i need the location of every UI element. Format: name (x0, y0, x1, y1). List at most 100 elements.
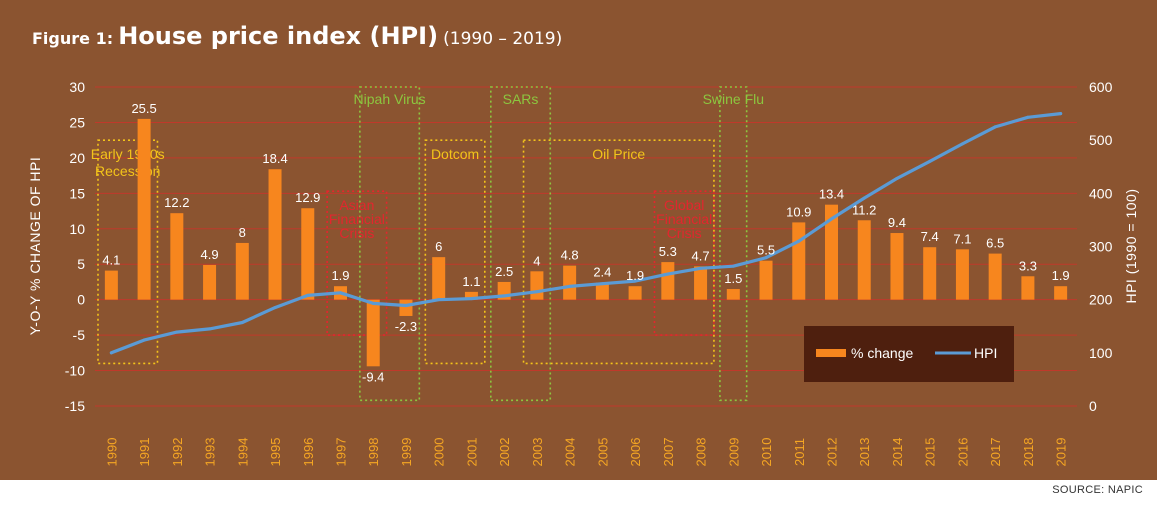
hpi-point-2008 (699, 266, 703, 270)
bar-2006 (628, 286, 642, 300)
data-label-2012: 13.4 (819, 187, 844, 202)
annotation-label: Asian (339, 197, 374, 213)
hpi-point-2009 (731, 264, 735, 268)
hpi-point-1991 (142, 338, 146, 342)
title-prefix: Figure 1: (32, 29, 114, 48)
annotation-box (326, 190, 388, 336)
x-tick-label: 2014 (890, 438, 905, 467)
hpi-point-2010 (764, 256, 768, 260)
data-label-2017: 6.5 (986, 236, 1004, 251)
bar-2003 (530, 271, 544, 300)
y2-axis-title: HPI (1990 = 100) (1123, 188, 1139, 303)
annotation-label: Recession (95, 163, 160, 179)
x-tick-label: 2006 (628, 438, 643, 467)
hpi-point-2014 (895, 176, 899, 180)
data-label-1999: -2.3 (395, 319, 417, 334)
bar-2013 (857, 220, 871, 300)
annotation-box (424, 139, 486, 365)
x-tick-label: 1990 (104, 438, 119, 467)
data-label-2007: 5.3 (659, 244, 677, 259)
annotation-box (489, 86, 552, 402)
hpi-point-1992 (175, 330, 179, 334)
data-label-2001: 1.1 (462, 274, 480, 289)
x-tick-label: 2015 (923, 438, 938, 467)
x-tick-label: 2018 (1021, 438, 1036, 467)
legend: % change HPI (804, 326, 1014, 382)
bar-1996 (301, 208, 315, 300)
data-label-2019: 1.9 (1052, 268, 1070, 283)
hpi-point-2004 (568, 284, 572, 288)
annotation-label: Financial (329, 211, 385, 227)
x-tick-label: 1997 (334, 438, 349, 467)
x-tick-label: 2007 (661, 438, 676, 467)
x-tick-label: 2004 (563, 438, 578, 467)
legend-label-line: HPI (974, 345, 997, 361)
data-label-1995: 18.4 (262, 151, 287, 166)
annotation-box (97, 139, 159, 365)
y-tick-label: -15 (65, 398, 85, 414)
x-tick-label: 2010 (759, 438, 774, 467)
y-tick-label: -5 (73, 327, 86, 343)
bar-2019 (1054, 286, 1068, 300)
data-label-2003: 4 (533, 253, 540, 268)
data-labels: 4.1 25.5 12.2 4.9 8 18.4 12.9 1.9 -9.4 -2.3 6 1.1 2.… (102, 101, 1069, 384)
x-tick-label: 1993 (203, 438, 218, 467)
data-label-1991: 25.5 (131, 101, 156, 116)
source-note: SOURCE: NAPIC (1052, 484, 1143, 496)
bar-2008 (694, 266, 708, 300)
y-tick-label: 10 (69, 221, 85, 237)
data-label-1996: 12.9 (295, 190, 320, 205)
x-tick-label: 2005 (595, 438, 610, 467)
annotation-box (359, 86, 421, 402)
y-tick-label: -10 (65, 363, 85, 379)
annotation-label: Early 1990s (91, 146, 165, 162)
bar-1994 (235, 242, 249, 300)
hpi-point-2002 (502, 294, 506, 298)
hpi-point-1997 (339, 291, 342, 295)
x-tick-label: 1995 (268, 438, 283, 467)
y2-tick-label: 0 (1089, 398, 1097, 414)
bar-1998 (366, 299, 380, 367)
x-tick-label: 2016 (955, 438, 970, 467)
hpi-point-2005 (600, 282, 604, 286)
data-label-2002: 2.5 (495, 264, 513, 279)
hpi-point-2012 (830, 217, 833, 221)
annotation-label: Financial (656, 211, 712, 227)
data-label-2006: 1.9 (626, 268, 644, 283)
hpi-point-1990 (109, 351, 113, 355)
data-label-2005: 2.4 (593, 265, 611, 280)
annotation-box (522, 139, 715, 365)
hpi-point-2003 (535, 290, 539, 294)
y-tick-label: 15 (69, 185, 85, 201)
x-tick-label: 2001 (464, 438, 479, 467)
data-label-2010: 5.5 (757, 243, 775, 258)
annotation-label: Global (664, 197, 704, 213)
bar-2014 (890, 233, 904, 300)
hpi-line (109, 112, 1063, 355)
y2-tick-label: 200 (1089, 292, 1113, 308)
y2-tick-label: 100 (1089, 345, 1113, 361)
data-label-2011: 10.9 (786, 204, 811, 219)
y2-tick-label: 300 (1089, 239, 1113, 255)
x-tick-label: 2017 (988, 438, 1003, 467)
line-series (109, 112, 1063, 355)
y-tick-label: 30 (69, 79, 85, 95)
bar-2010 (759, 260, 773, 300)
x-tick-label: 2009 (726, 438, 741, 467)
x-tick-label: 1991 (137, 438, 152, 467)
hpi-point-2007 (666, 272, 670, 276)
annotation-label: Swine Flu (703, 91, 764, 107)
bar-1993 (203, 264, 217, 300)
annotation-box (719, 86, 748, 402)
data-label-1992: 12.2 (164, 195, 189, 210)
data-label-2008: 4.7 (692, 248, 710, 263)
y-tick-label: 20 (69, 150, 85, 166)
hpi-point-2006 (633, 279, 637, 283)
hpi-point-2018 (1026, 115, 1030, 119)
legend-swatch-bar (816, 349, 846, 357)
bar-2001 (464, 291, 478, 300)
legend-label-bar: % change (851, 345, 913, 361)
bar-2018 (1021, 276, 1035, 300)
data-label-2014: 9.4 (888, 215, 906, 230)
